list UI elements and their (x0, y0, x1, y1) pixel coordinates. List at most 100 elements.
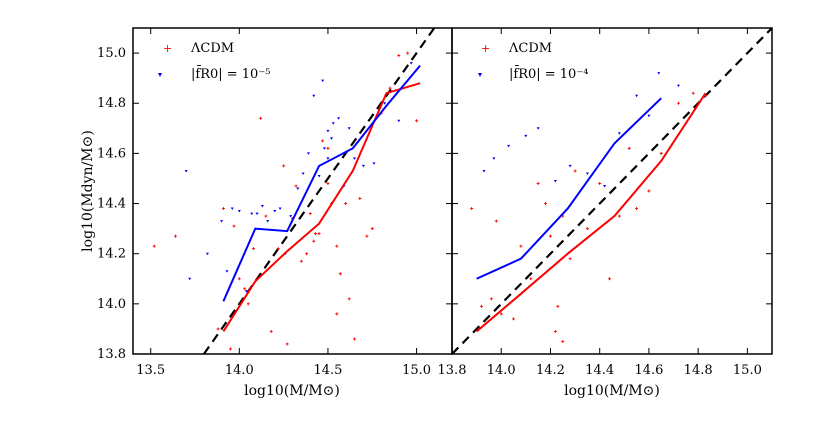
right-point-lcdm (691, 91, 695, 95)
left-point-lcdm (243, 287, 247, 291)
left-point-fr (383, 102, 387, 105)
left-point-fr (361, 164, 365, 168)
right-point-fr (657, 72, 661, 75)
left-point-lcdm (415, 119, 419, 123)
right-x-tick-label: 13.8 (438, 363, 467, 378)
right-point-lcdm (659, 151, 663, 155)
left-point-fr (326, 129, 330, 133)
right-point-lcdm (627, 146, 631, 150)
left-point-lcdm (353, 337, 357, 341)
right-point-fr (585, 172, 589, 175)
right-point-fr (524, 134, 528, 138)
left-point-lcdm (314, 232, 318, 236)
right-point-lcdm (635, 207, 639, 211)
left-point-lcdm (232, 224, 236, 228)
right-panel: 13.8 14.0 14.2 14.4 14.6 14.8 15.0 + ΛCDM |f̄R… (438, 27, 773, 378)
left-point-fr (353, 157, 357, 160)
y-tick-label: 14.8 (97, 96, 126, 111)
right-point-lcdm (561, 339, 565, 343)
left-point-fr (255, 212, 259, 216)
right-point-fr (568, 164, 572, 168)
left-point-lcdm (216, 327, 220, 331)
left-point-lcdm (397, 54, 401, 58)
y-axis-label: log10(Mdyn/M⊙) (80, 130, 96, 252)
left-point-lcdm (276, 247, 280, 251)
right-point-fr (536, 127, 540, 130)
left-point-fr (230, 207, 234, 211)
right-point-fr (635, 94, 639, 98)
right-point-fr (507, 144, 511, 148)
right-point-fr (617, 132, 621, 135)
left-point-fr (329, 137, 333, 140)
left-point-lcdm (321, 139, 325, 143)
left-point-fr (260, 205, 264, 208)
left-point-lcdm (264, 214, 268, 218)
left-point-fr (306, 152, 310, 155)
right-reference-line (452, 28, 772, 354)
left-point-lcdm (269, 329, 273, 333)
right-panel-frame (451, 27, 773, 355)
right-point-lcdm (536, 181, 540, 185)
right-legend-marker-fr (478, 73, 482, 77)
left-point-lcdm (370, 227, 374, 231)
left-point-lcdm (294, 184, 298, 188)
left-panel-frame (132, 27, 453, 355)
left-x-tick-label: 13.5 (136, 363, 165, 378)
right-x-tick-label: 14.8 (684, 363, 713, 378)
left-point-fr (326, 157, 330, 160)
y-tick-label: 14.4 (97, 197, 126, 212)
left-point-fr (301, 172, 305, 175)
y-tick-label: 14.0 (97, 297, 126, 312)
left-point-lcdm (326, 146, 330, 150)
right-line-fr (476, 97, 662, 280)
left-reference-line (202, 28, 436, 354)
left-x-tick-label: 15.0 (402, 363, 431, 378)
right-point-fr (676, 84, 680, 88)
right-point-fr (482, 169, 486, 173)
right-point-lcdm (544, 202, 548, 206)
left-point-fr (184, 169, 188, 173)
right-point-lcdm (556, 304, 560, 308)
right-point-fr (603, 184, 607, 188)
left-point-lcdm (388, 86, 392, 90)
right-point-lcdm (676, 101, 680, 105)
left-legend-label-fr: |f̄R0| = 10⁻⁵ (191, 65, 270, 82)
left-point-lcdm (174, 234, 178, 238)
right-x-tick-label: 14.0 (487, 363, 516, 378)
left-legend-marker-fr (158, 73, 162, 77)
y-tick-label: 14.2 (97, 247, 126, 262)
left-point-fr (372, 162, 376, 165)
right-point-lcdm (494, 219, 498, 223)
y-tick-label: 13.8 (97, 347, 126, 362)
left-x-tick-label: 14.5 (313, 363, 342, 378)
left-point-lcdm (308, 212, 312, 216)
right-legend-marker-lcdm: + (481, 42, 490, 55)
left-x-axis-label: log10(M/M⊙) (244, 383, 340, 399)
left-point-lcdm (347, 297, 351, 301)
left-point-fr (237, 210, 241, 213)
left-point-fr (278, 207, 282, 211)
left-point-fr (322, 147, 326, 150)
y-tick-label: 14.6 (97, 146, 126, 161)
right-point-lcdm (573, 169, 577, 173)
left-point-fr (312, 94, 316, 98)
right-point-lcdm (608, 277, 612, 281)
left-point-fr (225, 270, 229, 273)
left-point-lcdm (312, 239, 316, 243)
left-point-fr (205, 252, 209, 256)
left-point-fr (331, 122, 335, 125)
left-point-lcdm (221, 207, 225, 211)
right-point-lcdm (480, 304, 484, 308)
right-point-lcdm (585, 227, 589, 231)
left-point-lcdm (406, 51, 410, 55)
left-point-fr (273, 210, 277, 213)
left-point-fr (188, 277, 192, 281)
left-legend-label-lcdm: ΛCDM (190, 41, 234, 56)
right-line-lcdm (475, 92, 707, 333)
right-x-tick-label: 14.2 (536, 363, 565, 378)
left-point-lcdm (338, 272, 342, 276)
left-panel: 13.5 14.0 14.5 15.0 13.8 14.0 14.2 14.4 14.6 14.8… (97, 27, 453, 378)
right-point-lcdm (529, 277, 533, 281)
right-point-lcdm (553, 329, 557, 333)
